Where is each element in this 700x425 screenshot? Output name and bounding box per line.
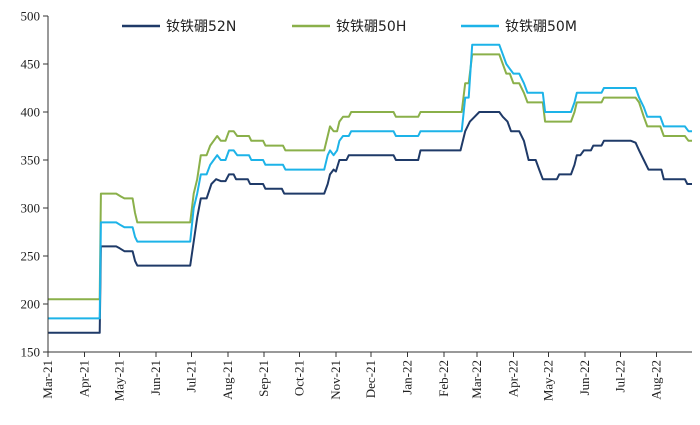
legend-label: 钕铁硼52N <box>166 19 236 35</box>
x-tick-label: Oct-21 <box>291 360 306 396</box>
legend-label: 钕铁硼50H <box>336 19 406 35</box>
y-tick-label: 500 <box>21 9 41 24</box>
x-tick-label: Mar-22 <box>469 360 484 399</box>
legend-label: 钕铁硼50M <box>505 19 577 35</box>
y-tick-label: 400 <box>21 105 41 120</box>
x-tick-label: May-21 <box>112 360 127 401</box>
series-line-1 <box>48 111 692 334</box>
x-tick-label: Jun-22 <box>577 360 592 395</box>
x-tick-label: Feb-22 <box>436 360 451 397</box>
x-tick-label: Jul-22 <box>612 360 627 393</box>
x-tick-label: Aug-22 <box>649 360 664 400</box>
y-tick-label: 200 <box>21 297 41 312</box>
y-tick-label: 300 <box>21 201 41 216</box>
legend: 钕铁硼52N 钕铁硼50H 钕铁硼50M <box>122 19 577 35</box>
x-tick-label: Mar-21 <box>40 360 55 399</box>
series-line-3 <box>48 43 692 320</box>
y-tick-label: 450 <box>21 57 41 72</box>
series-layer <box>48 43 692 334</box>
x-tick-label: Nov-21 <box>328 360 343 400</box>
x-tick-label: Aug-21 <box>220 360 235 400</box>
axes: 150 200 250 300 350 400 450 500 Mar-21 Apr-21 May-… <box>21 9 692 401</box>
y-tick-label: 350 <box>21 153 41 168</box>
y-tick-label: 150 <box>21 345 41 360</box>
series-line-2 <box>48 53 692 301</box>
x-tick-label: Jan-22 <box>400 360 415 395</box>
y-tick-label: 250 <box>21 249 41 264</box>
x-tick-label: May-22 <box>541 360 556 401</box>
x-tick-label: Dec-21 <box>363 360 378 398</box>
x-tick-label: Apr-22 <box>505 360 520 397</box>
x-tick-label: Apr-21 <box>76 360 91 397</box>
x-tick-label: Sep-21 <box>256 360 271 397</box>
x-tick-label: Jul-21 <box>183 360 198 393</box>
x-tick-label: Jun-21 <box>148 360 163 395</box>
